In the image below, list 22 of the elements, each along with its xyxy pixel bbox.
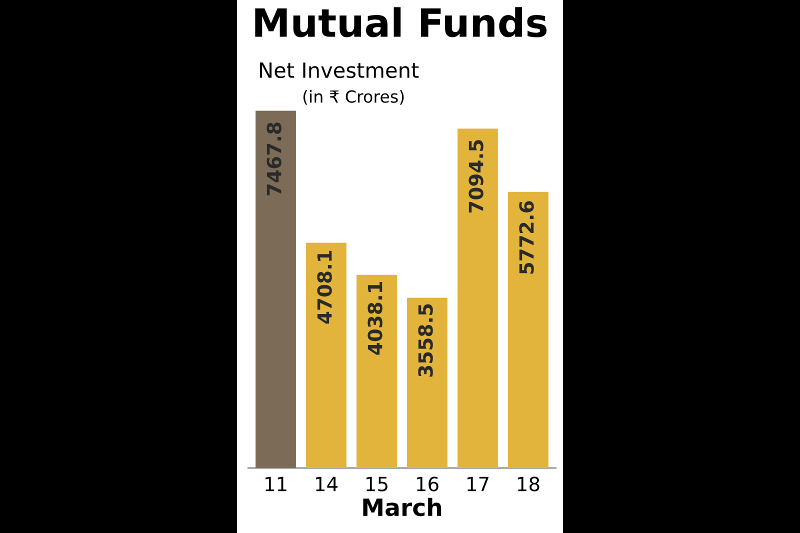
data-label: 4038.1 xyxy=(368,282,382,355)
bar xyxy=(508,192,548,468)
text: (in ₹ Crores) xyxy=(303,90,404,105)
chart-subtitle: Net Investment xyxy=(260,62,419,78)
x-tick-label: 11 xyxy=(266,476,286,492)
bar xyxy=(306,242,346,468)
x-tick-label: 16 xyxy=(417,476,438,492)
bar xyxy=(356,274,397,468)
bar xyxy=(256,110,296,468)
data-label: 7467.8 xyxy=(266,122,282,196)
data-label: 3558.5 xyxy=(418,304,433,377)
bar xyxy=(407,298,448,468)
data-label: 7094.5 xyxy=(468,140,484,213)
data-label: 5772.6 xyxy=(519,201,534,274)
x-tick-label: 18 xyxy=(518,476,540,492)
x-tick-label: 17 xyxy=(468,476,488,492)
x-axis-title: March xyxy=(363,498,442,516)
x-tick-label: 14 xyxy=(316,476,338,492)
bar xyxy=(458,128,498,468)
x-tick-label: 15 xyxy=(366,476,388,492)
chart-title: Mutual Funds xyxy=(255,7,547,38)
data-label: 4708.1 xyxy=(317,250,332,324)
